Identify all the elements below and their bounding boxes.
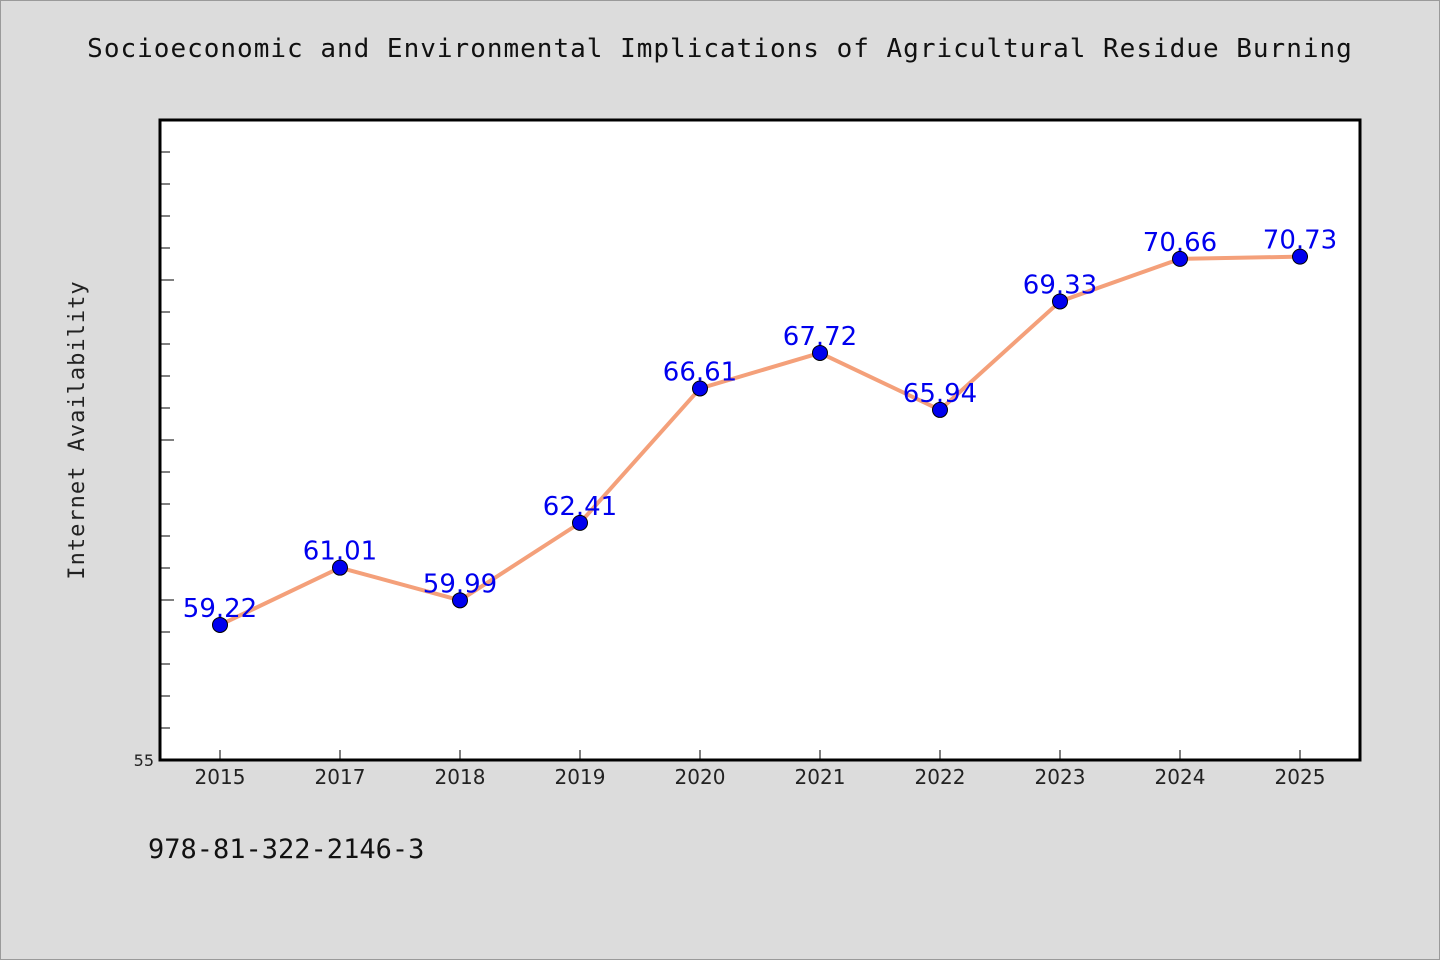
x-axis-ticks: 2015 2017 2018 2019 2020 2021 2022 2023 2024 2025 [195,750,1326,789]
isbn-text: 978-81-322-2146-3 [148,834,425,865]
data-point [1292,248,1308,265]
x-tick-label: 2017 [315,765,366,789]
x-tick-label: 2019 [555,765,606,789]
data-point [572,514,588,531]
data-point [692,380,708,397]
data-point [1052,293,1068,310]
x-tick-label: 2015 [195,765,246,789]
data-label: 61.01 [303,537,377,567]
y-axis-label: Internet Availability [65,280,90,579]
data-label: 69.33 [1023,270,1097,300]
data-label: 62.41 [543,492,617,522]
data-point [212,616,228,633]
data-labels-group: 59.22 61.01 59.99 62.41 66.61 67.72 65.94 69.33… [183,226,1337,624]
y-tick-label: 55 [134,751,154,770]
data-point [932,401,948,418]
series-line [218,254,1302,627]
x-tick-label: 2023 [1035,765,1086,789]
x-tick-label: 2020 [675,765,726,789]
data-label: 70.73 [1263,226,1337,256]
data-point [452,592,468,609]
plot-area [158,118,1362,762]
x-tick-label: 2025 [1275,765,1326,789]
data-label: 70.66 [1143,228,1217,258]
x-tick-label: 2018 [435,765,486,789]
data-label: 59.99 [423,569,497,599]
y-axis-ticks: 55 [134,151,174,770]
data-point [812,344,828,361]
x-tick-label: 2021 [795,765,846,789]
series-group [212,248,1308,633]
data-label: 59.22 [183,594,257,624]
data-point [332,559,348,576]
chart-title: Socioeconomic and Environmental Implicat… [87,34,1353,64]
data-label: 65.94 [903,379,977,409]
data-label: 67.72 [783,322,857,352]
x-tick-label: 2022 [915,765,966,789]
data-label: 66.61 [663,357,737,387]
x-tick-label: 2024 [1155,765,1206,789]
data-point [1172,250,1188,267]
